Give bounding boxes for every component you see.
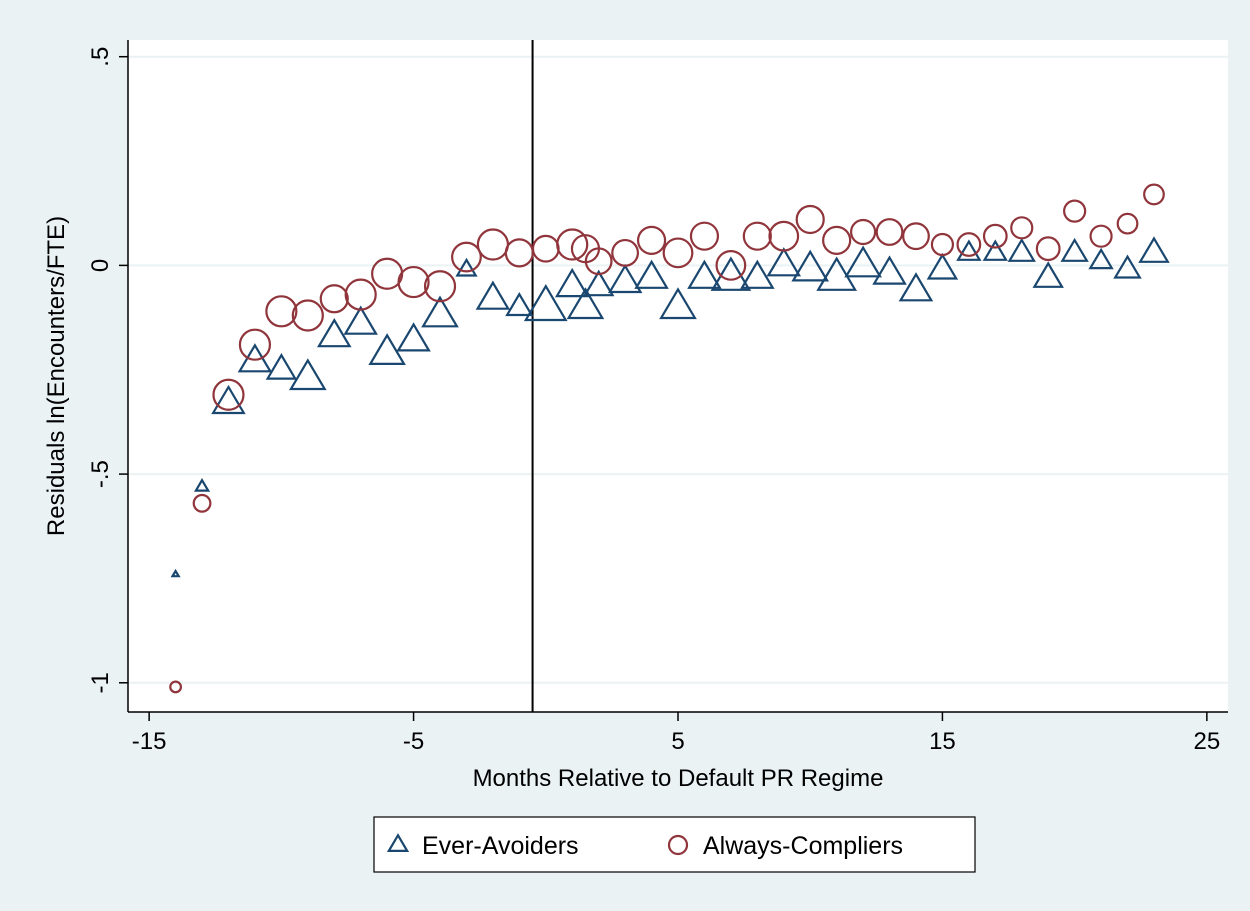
point-1-5 <box>291 299 324 332</box>
point-1-22 <box>715 249 747 281</box>
point-0-35 <box>1060 237 1089 262</box>
point-0-33 <box>1007 237 1036 262</box>
point-1-23 <box>742 221 772 251</box>
point-1-7 <box>344 278 377 311</box>
point-1-17 <box>584 247 613 276</box>
point-1-19 <box>636 225 667 255</box>
point-1-37 <box>1116 212 1139 235</box>
point-1-31 <box>956 232 982 257</box>
point-0-34 <box>1032 261 1064 288</box>
point-0-21 <box>687 259 722 289</box>
legend-triangle <box>386 833 410 853</box>
point-0-9 <box>396 322 431 352</box>
point-1-4 <box>265 295 298 328</box>
point-0-20 <box>659 287 697 320</box>
point-1-18 <box>611 238 640 267</box>
point-1-9 <box>397 265 430 299</box>
y-tick-label-1: -.5 <box>87 460 114 488</box>
axes: -15 -5 5 15 25 -1 -.5 0 .5 <box>87 40 1228 755</box>
point-1-29 <box>902 222 930 251</box>
point-1-33 <box>1010 216 1034 240</box>
point-1-38 <box>1143 183 1165 206</box>
legend-marker-ever-avoiders <box>386 833 410 853</box>
point-0-25 <box>791 249 830 282</box>
data-points <box>169 183 1170 694</box>
point-0-6 <box>316 318 352 348</box>
x-tick-label-3: 15 <box>929 728 956 755</box>
legend: Ever-Avoiders Always-Compliers <box>373 816 976 873</box>
point-0-2 <box>211 384 246 415</box>
x-axis-title: Months Relative to Default PR Regime <box>473 765 884 792</box>
point-0-26 <box>816 256 858 291</box>
x-tick-label-0: -15 <box>132 728 167 755</box>
legend-label-always-compliers: Always-Compliers <box>703 832 903 860</box>
point-0-4 <box>265 353 298 380</box>
point-0-29 <box>898 272 934 302</box>
x-tick-label-1: -5 <box>403 728 424 755</box>
y-tick-label-2: 0 <box>87 259 114 272</box>
legend-box <box>373 816 976 873</box>
point-0-1 <box>193 478 211 492</box>
point-0-36 <box>1088 247 1114 270</box>
point-1-2 <box>212 378 245 411</box>
point-1-32 <box>982 223 1008 249</box>
point-0-7 <box>343 305 378 335</box>
plot-area <box>128 40 1228 712</box>
point-0-38 <box>1138 236 1170 263</box>
series-0 <box>170 236 1170 578</box>
point-0-14 <box>523 284 568 322</box>
point-1-27 <box>849 218 877 246</box>
point-0-18 <box>607 263 643 294</box>
point-1-15 <box>556 228 589 261</box>
point-0-11 <box>455 257 478 277</box>
legend-label-ever-avoiders: Ever-Avoiders <box>422 832 579 860</box>
point-0-22 <box>710 256 752 291</box>
point-0-32 <box>982 239 1008 261</box>
point-1-24 <box>768 220 800 252</box>
point-0-15 <box>554 267 590 298</box>
point-0-13 <box>505 292 534 317</box>
point-1-0 <box>169 680 182 694</box>
y-tick-label-3: .5 <box>87 47 114 67</box>
point-0-17 <box>582 269 615 297</box>
point-0-37 <box>1113 254 1142 279</box>
point-1-30 <box>930 232 955 257</box>
legend-circle <box>667 834 689 856</box>
point-1-10 <box>423 270 457 303</box>
point-0-12 <box>475 280 511 310</box>
point-1-36 <box>1089 224 1113 248</box>
point-0-28 <box>872 255 907 285</box>
x-tick-label-4: 25 <box>1193 728 1220 755</box>
point-1-34 <box>1035 236 1061 262</box>
point-1-11 <box>451 241 482 273</box>
point-1-3 <box>238 328 272 361</box>
x-tick-label-2: 5 <box>671 728 684 755</box>
y-tick-label-0: -1 <box>87 672 114 693</box>
point-0-16 <box>566 287 605 320</box>
legend-marker-always-compliers <box>667 834 689 856</box>
point-0-31 <box>956 239 982 261</box>
point-1-20 <box>662 237 694 269</box>
point-0-10 <box>421 295 459 328</box>
point-0-5 <box>288 358 327 391</box>
point-0-0 <box>170 568 181 578</box>
point-1-26 <box>822 225 852 255</box>
point-1-21 <box>689 221 720 251</box>
point-0-19 <box>634 259 669 289</box>
point-1-6 <box>319 284 349 314</box>
point-0-27 <box>844 245 882 278</box>
point-1-25 <box>795 204 825 235</box>
point-1-35 <box>1063 199 1087 223</box>
series-1 <box>169 183 1165 694</box>
point-1-28 <box>875 218 904 246</box>
point-0-23 <box>740 259 775 289</box>
point-1-1 <box>192 493 212 513</box>
gridlines <box>128 55 1228 684</box>
point-0-8 <box>368 333 406 365</box>
point-0-24 <box>766 247 802 277</box>
y-axis-title: Residuals ln(Encounters/FTE) <box>43 216 70 536</box>
point-0-30 <box>926 252 959 280</box>
